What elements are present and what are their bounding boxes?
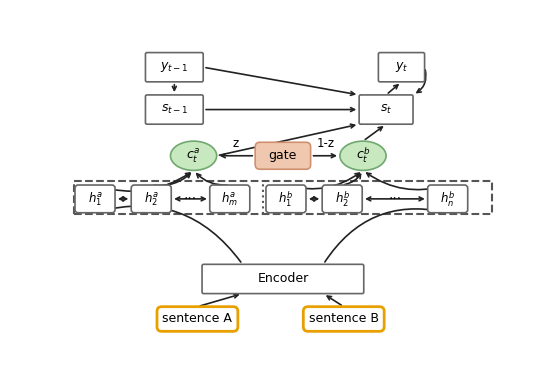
Text: $h^a_m$: $h^a_m$ [221, 190, 238, 208]
Text: $h^b_1$: $h^b_1$ [278, 189, 294, 209]
Text: $y_t$: $y_t$ [395, 60, 408, 74]
FancyBboxPatch shape [428, 185, 468, 213]
FancyBboxPatch shape [75, 185, 115, 213]
Text: $s_{t-1}$: $s_{t-1}$ [161, 103, 188, 116]
Text: gate: gate [269, 149, 297, 162]
Ellipse shape [340, 141, 386, 171]
Text: $c^a_t$: $c^a_t$ [187, 147, 201, 165]
FancyBboxPatch shape [359, 95, 413, 124]
Text: sentence B: sentence B [309, 313, 379, 325]
Text: Encoder: Encoder [257, 273, 309, 285]
Text: z: z [233, 137, 239, 150]
FancyBboxPatch shape [210, 185, 250, 213]
FancyBboxPatch shape [378, 53, 424, 82]
Text: ···: ··· [389, 192, 401, 206]
FancyBboxPatch shape [202, 264, 364, 294]
FancyBboxPatch shape [322, 185, 362, 213]
FancyBboxPatch shape [131, 185, 171, 213]
Text: sentence A: sentence A [162, 313, 232, 325]
Text: $s_t$: $s_t$ [380, 103, 392, 116]
Text: $h^b_n$: $h^b_n$ [440, 189, 455, 209]
FancyBboxPatch shape [146, 53, 203, 82]
FancyBboxPatch shape [157, 307, 238, 331]
Text: ···: ··· [184, 192, 197, 206]
Text: $h^a_1$: $h^a_1$ [88, 190, 103, 208]
Text: $c^b_t$: $c^b_t$ [355, 146, 370, 165]
FancyBboxPatch shape [146, 95, 203, 124]
Text: 1-z: 1-z [316, 137, 335, 150]
Ellipse shape [171, 141, 217, 171]
Text: $y_{t-1}$: $y_{t-1}$ [160, 60, 189, 74]
FancyBboxPatch shape [303, 307, 384, 331]
FancyBboxPatch shape [266, 185, 306, 213]
FancyBboxPatch shape [255, 142, 311, 169]
Text: $h^a_2$: $h^a_2$ [144, 190, 159, 208]
Text: $h^b_2$: $h^b_2$ [335, 189, 350, 209]
